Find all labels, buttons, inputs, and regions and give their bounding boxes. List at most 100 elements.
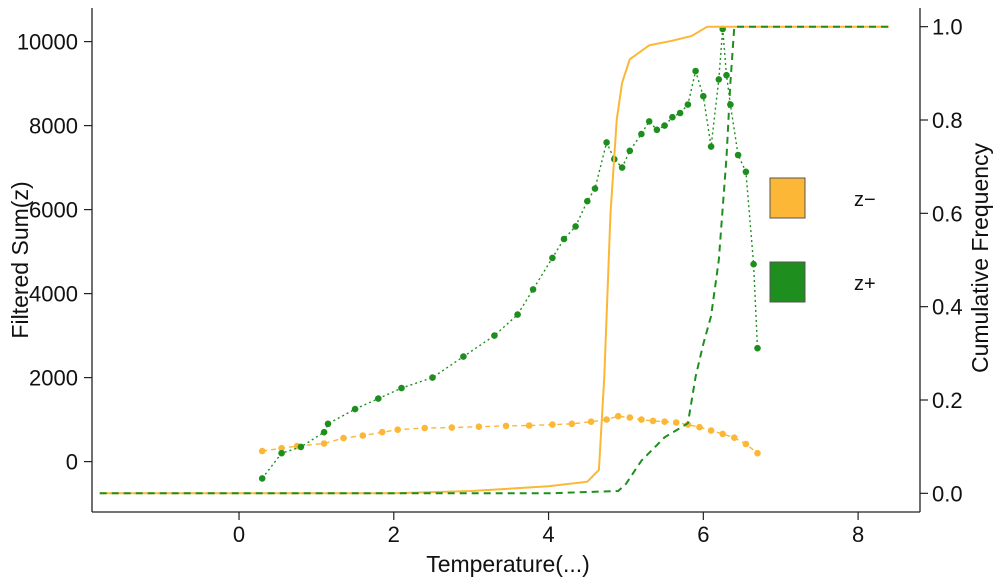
data-point: [743, 169, 750, 176]
data-point: [530, 286, 537, 293]
cumulative-frequency-line: [100, 27, 889, 494]
data-point: [719, 431, 726, 438]
data-point: [638, 416, 645, 423]
y-axis-left-title: Filtered Sum(z): [7, 181, 33, 338]
data-point: [603, 416, 610, 423]
legend-swatch: [770, 262, 805, 302]
data-point: [259, 448, 266, 455]
data-point: [514, 311, 521, 318]
data-point: [654, 127, 661, 134]
y-right-tick-label: 0.0: [932, 481, 963, 506]
data-point: [708, 143, 715, 150]
y-right-tick-label: 0.8: [932, 108, 963, 133]
data-point: [627, 414, 634, 421]
x-tick-label: 8: [852, 522, 864, 547]
legend-swatch: [770, 178, 805, 218]
data-point: [569, 421, 576, 428]
data-point: [615, 413, 622, 420]
data-point: [661, 122, 668, 129]
y-right-tick-label: 0.6: [932, 201, 963, 226]
data-point: [677, 110, 684, 117]
data-point: [669, 114, 676, 121]
data-point: [526, 422, 533, 429]
data-point: [321, 440, 328, 447]
data-point: [627, 148, 634, 155]
y-axis-right-title: Cumulative Frequency: [967, 142, 993, 373]
data-point: [619, 164, 626, 171]
cumulative-frequency-line: [100, 27, 889, 494]
data-point: [743, 441, 750, 448]
data-point: [685, 101, 692, 108]
data-point: [723, 72, 730, 79]
y-left-tick-label: 0: [66, 450, 78, 475]
x-tick-label: 6: [697, 522, 709, 547]
data-point: [708, 427, 715, 434]
data-point: [352, 406, 359, 413]
y-left-tick-label: 10000: [17, 30, 78, 55]
data-point: [727, 101, 734, 108]
filtered-sum-line: [262, 416, 757, 453]
data-point: [421, 425, 428, 432]
data-point: [673, 419, 680, 426]
data-point: [375, 395, 382, 402]
data-point: [460, 353, 467, 360]
data-point: [259, 475, 266, 482]
data-point: [321, 429, 328, 436]
data-point: [754, 345, 761, 352]
data-point: [700, 93, 707, 100]
data-point: [340, 435, 347, 442]
y-left-tick-label: 6000: [29, 198, 78, 223]
data-point: [491, 332, 498, 339]
y-right-tick-label: 0.2: [932, 388, 963, 413]
data-point: [735, 152, 742, 159]
data-point: [716, 76, 723, 83]
legend: z− z+: [770, 178, 876, 302]
data-point: [503, 423, 510, 430]
data-point: [750, 261, 757, 268]
data-point: [379, 429, 386, 436]
data-point: [646, 118, 653, 125]
series-2: [259, 26, 761, 482]
legend-label: z+: [854, 273, 876, 295]
data-point: [298, 444, 305, 451]
data-point: [592, 185, 599, 192]
axes: 0 2 4 6 8 0 2000 4000 6000 8000 10000 0.0 0.2 0.4 0.6 0…: [17, 8, 963, 547]
x-tick-label: 2: [388, 522, 400, 547]
data-point: [754, 450, 761, 457]
data-point: [549, 255, 556, 262]
data-point: [549, 421, 556, 428]
x-axis-title: Temperature(...): [426, 551, 590, 577]
data-point: [661, 418, 668, 425]
data-point: [696, 424, 703, 431]
series-3: [100, 27, 889, 494]
x-tick-label: 4: [542, 522, 554, 547]
data-point: [650, 418, 657, 425]
data-point: [692, 68, 699, 75]
data-point: [325, 421, 332, 428]
y-right-tick-label: 1.0: [932, 15, 963, 40]
series-4: [100, 27, 889, 494]
series-layer: [100, 26, 889, 494]
data-point: [278, 450, 285, 457]
data-point: [731, 434, 738, 441]
y-left-tick-label: 2000: [29, 366, 78, 391]
data-point: [638, 131, 645, 138]
y-left-tick-label: 8000: [29, 114, 78, 139]
y-left-tick-label: 4000: [29, 282, 78, 307]
series-1: [259, 413, 761, 457]
data-point: [561, 236, 568, 243]
x-tick-label: 0: [233, 522, 245, 547]
y-right-tick-label: 0.4: [932, 295, 963, 320]
data-point: [584, 198, 591, 205]
data-point: [572, 223, 579, 230]
data-point: [603, 139, 610, 146]
data-point: [394, 426, 401, 433]
filtered-sum-line: [262, 29, 757, 478]
data-point: [476, 423, 483, 430]
data-point: [360, 432, 367, 439]
data-point: [429, 374, 436, 381]
data-point: [398, 385, 405, 392]
legend-label: z−: [854, 189, 876, 211]
data-point: [588, 418, 595, 425]
